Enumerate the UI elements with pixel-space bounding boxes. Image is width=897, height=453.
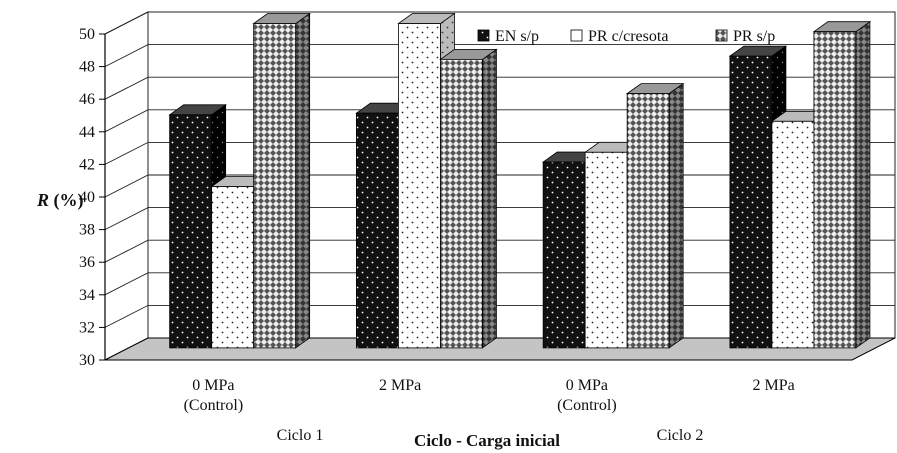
category-label-1: 0 MPa <box>192 377 234 394</box>
bar-side <box>482 48 497 349</box>
bar-pr-s-p-1 <box>252 12 311 349</box>
bar-pr-s-p-2 <box>439 48 498 349</box>
y-tick-label: 42 <box>79 156 95 173</box>
bar-front <box>211 186 255 349</box>
legend-label-series-1: EN s/p <box>495 28 539 45</box>
category-sublabel-1: (Control) <box>184 397 244 414</box>
x-axis-title: Ciclo - Carga inicial <box>414 431 560 450</box>
y-tick-label: 34 <box>79 287 95 304</box>
y-tick-label: 32 <box>79 319 95 336</box>
bar-front <box>542 161 586 349</box>
bar-front <box>253 23 297 349</box>
group-label-ciclo-1: Ciclo 1 <box>277 427 324 444</box>
category-label-4: 2 MPa <box>753 377 795 394</box>
y-tick-label: 44 <box>79 124 95 141</box>
bar-front <box>397 23 441 349</box>
y-tick-label: 50 <box>79 26 95 43</box>
category-label-2: 2 MPa <box>379 377 421 394</box>
bar-front <box>169 114 213 349</box>
legend: EN s/p PR c/cresota PR s/p <box>477 28 775 45</box>
category-label-3: 0 MPa <box>566 377 608 394</box>
y-tick-label: 46 <box>79 91 95 108</box>
legend-label-series-3: PR s/p <box>733 28 775 45</box>
legend-swatch-series-1 <box>477 29 490 42</box>
bar-side <box>855 20 871 349</box>
y-axis-title: R (%) <box>36 190 84 211</box>
y-tick-label: 48 <box>79 59 95 76</box>
bar-side <box>295 12 311 349</box>
group-label-ciclo-2: Ciclo 2 <box>657 427 704 444</box>
legend-label-series-2: PR c/cresota <box>588 28 668 45</box>
bar-front <box>729 55 773 349</box>
gridline <box>104 11 895 35</box>
bar-front <box>813 31 857 349</box>
plot-back-wall <box>99 11 896 361</box>
category-sublabel-3: (Control) <box>557 397 617 414</box>
bar-pr-s-p-3 <box>625 82 685 349</box>
bar-side <box>668 82 684 349</box>
y-tick-label: 30 <box>79 352 95 369</box>
y-axis-variable: R <box>36 190 49 210</box>
bar-front <box>439 58 483 349</box>
bar-front <box>626 93 670 349</box>
legend-swatch-series-3 <box>715 29 728 42</box>
y-tick-label: 38 <box>79 222 95 239</box>
bar-front <box>584 151 628 349</box>
gridline <box>104 76 895 100</box>
floor <box>104 337 896 361</box>
labels-layer: 30 32 34 36 38 40 42 44 46 48 50 0 MPa (Control) 2 MP… <box>79 26 795 414</box>
bar-front <box>771 120 815 349</box>
bar-front <box>355 112 399 349</box>
bars-layer <box>168 12 872 349</box>
y-tick-label: 36 <box>79 254 95 271</box>
y-axis-unit: (%) <box>49 190 84 211</box>
gridline <box>104 44 895 68</box>
legend-swatch-series-2 <box>570 29 583 42</box>
y-tick-label: 40 <box>79 189 95 206</box>
bar-pr-s-p-4 <box>812 20 872 349</box>
